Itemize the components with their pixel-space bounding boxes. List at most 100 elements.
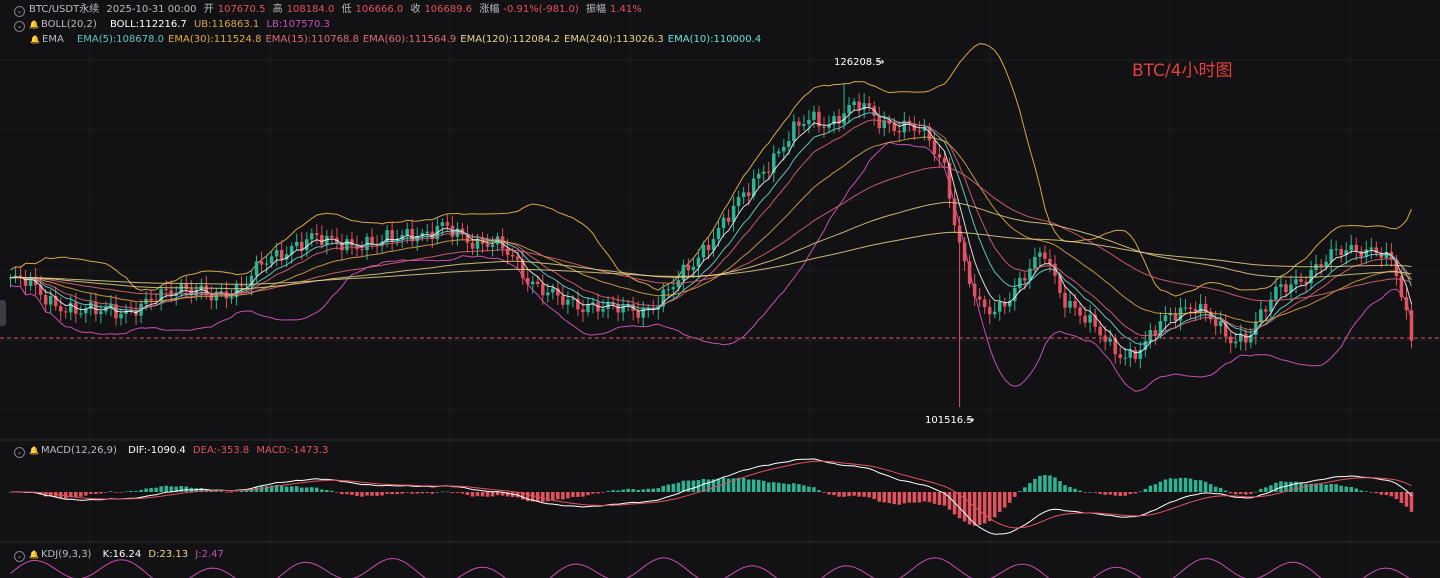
candle-body xyxy=(274,250,279,257)
candle-body xyxy=(917,130,922,132)
collapse-icon[interactable]: ⌄ xyxy=(14,447,25,458)
macd-histogram-bar xyxy=(877,492,881,502)
candle-body xyxy=(63,311,68,313)
candle-body xyxy=(475,238,480,249)
macd-histogram-bar xyxy=(184,486,189,492)
macd-histogram-bar xyxy=(405,492,409,493)
candle-body xyxy=(862,103,866,110)
macd-histogram-bar xyxy=(666,484,671,492)
macd-histogram-bar xyxy=(279,486,284,492)
macd-histogram-bar xyxy=(591,492,595,494)
candle-body xyxy=(284,254,289,260)
macd-histogram-bar xyxy=(646,488,650,492)
candle-body xyxy=(716,227,721,240)
macd-histogram-bar xyxy=(224,492,229,493)
candle-body xyxy=(621,305,625,313)
candle-body xyxy=(977,296,982,300)
candle-body xyxy=(807,119,811,125)
candle-body xyxy=(269,256,274,264)
bell-icon[interactable]: 🔔 xyxy=(29,20,39,29)
candle-body xyxy=(1038,252,1042,257)
candle-body xyxy=(561,295,565,305)
macd-histogram-bar xyxy=(1103,492,1107,495)
ema-15-line xyxy=(10,119,1412,337)
macd-histogram-bar xyxy=(1153,484,1158,492)
candle-body xyxy=(1203,303,1208,312)
collapse-icon[interactable]: ⌄ xyxy=(14,551,25,562)
candle-body xyxy=(1399,276,1404,298)
macd-histogram-bar xyxy=(305,487,309,492)
bell-icon[interactable]: 🔔 xyxy=(30,35,40,44)
candle-body xyxy=(1023,277,1027,281)
candle-body xyxy=(1158,321,1163,336)
candle-body xyxy=(812,111,816,120)
candle-body xyxy=(581,309,585,313)
macd-histogram-bar xyxy=(741,478,746,492)
candle-body xyxy=(470,242,475,249)
collapse-icon[interactable]: ⌄ xyxy=(14,6,25,17)
low-label: 低 xyxy=(341,4,352,15)
macd-histogram-bar xyxy=(1269,485,1273,492)
macd-histogram-bar xyxy=(1048,475,1052,492)
macd-dea: DEA:-353.8 xyxy=(192,445,250,456)
macd-histogram-bar xyxy=(902,492,907,504)
macd-histogram-bar xyxy=(1068,486,1072,492)
macd-histogram-bar xyxy=(967,492,972,525)
candle-body xyxy=(420,232,425,237)
candle-body xyxy=(1018,277,1022,288)
candle-body xyxy=(1359,250,1364,257)
candle-body xyxy=(455,228,460,237)
candle-body xyxy=(1148,330,1153,342)
candle-body xyxy=(500,236,505,249)
macd-histogram-bar xyxy=(917,492,922,503)
candle-body xyxy=(897,130,902,133)
macd-histogram-bar xyxy=(1053,477,1057,492)
candle-body xyxy=(847,105,851,114)
macd-histogram-bar xyxy=(1369,491,1374,493)
macd-histogram-bar xyxy=(410,492,414,494)
macd-histogram-bar xyxy=(430,492,435,494)
ema-240-line xyxy=(10,231,1412,285)
macd-histogram-bar xyxy=(862,492,866,497)
candle-body xyxy=(857,101,861,110)
macd-histogram-bar xyxy=(601,492,605,493)
macd-histogram-bar xyxy=(681,480,686,492)
candle-body xyxy=(48,296,53,305)
ema-item: EMA(10):110000.4 xyxy=(667,34,762,45)
candle-body xyxy=(927,126,932,141)
kdj-pane xyxy=(10,557,1410,578)
candle-body xyxy=(987,307,992,315)
kdj-d: D:23.13 xyxy=(148,549,189,560)
macd-histogram-bar xyxy=(84,492,88,496)
macd-histogram-bar xyxy=(63,492,68,499)
macd-histogram-bar xyxy=(315,487,319,492)
macd-histogram-bar xyxy=(1259,488,1263,492)
candle-body xyxy=(1228,336,1233,344)
macd-histogram-bar xyxy=(1399,492,1404,504)
macd-histogram-bar xyxy=(561,492,565,500)
macd-value: MACD:-1473.3 xyxy=(256,445,329,456)
macd-histogram-bar xyxy=(736,477,741,492)
macd-histogram-bar xyxy=(355,492,359,496)
collapse-icon[interactable]: ⌄ xyxy=(14,21,25,32)
candle-body xyxy=(787,141,791,147)
candle-body xyxy=(219,291,224,293)
candle-body xyxy=(1249,334,1253,343)
candle-body xyxy=(1344,250,1348,255)
sidebar-drag-handle[interactable] xyxy=(0,300,6,326)
macd-histogram-bar xyxy=(1324,484,1328,492)
macd-histogram-bar xyxy=(576,492,580,497)
candle-body xyxy=(967,261,972,284)
candle-body xyxy=(299,241,304,251)
candle-body xyxy=(1063,292,1067,308)
boll-label: BOLL(20,2) xyxy=(41,19,97,30)
candle-body xyxy=(671,287,676,290)
bell-icon[interactable]: 🔔 xyxy=(29,446,39,455)
candle-body xyxy=(1073,301,1077,308)
candle-body xyxy=(1153,330,1158,336)
candle-body xyxy=(1108,338,1112,342)
bell-icon[interactable]: 🔔 xyxy=(29,550,39,559)
macd-histogram-bar xyxy=(1143,488,1148,492)
candle-body xyxy=(390,230,394,242)
